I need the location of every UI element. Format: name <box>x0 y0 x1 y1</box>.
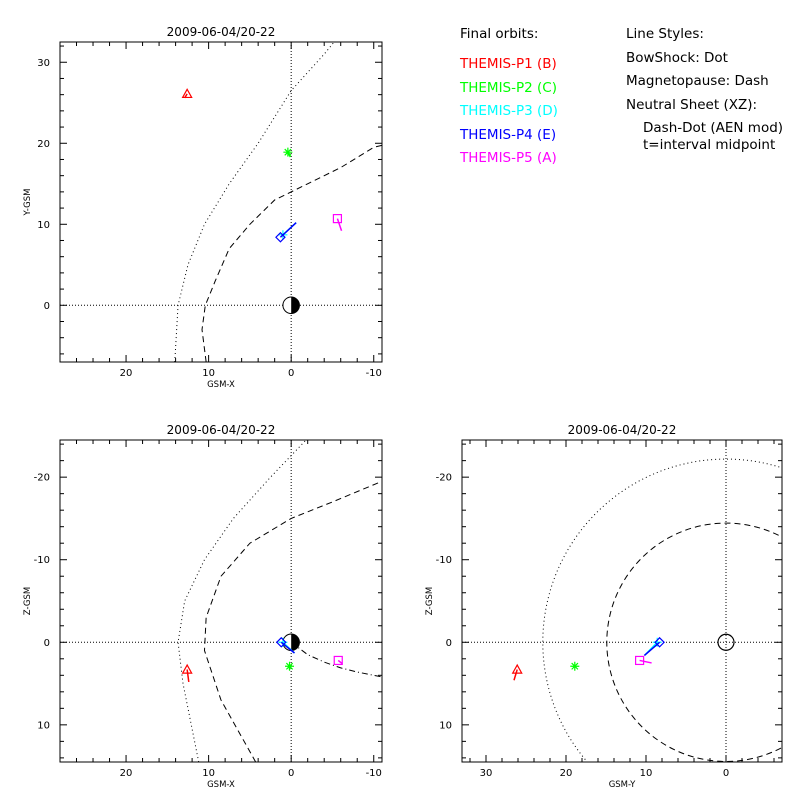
magnetopause-curve <box>606 522 782 762</box>
plot-area <box>60 440 382 762</box>
y-tick-label: 10 <box>439 720 452 731</box>
y-axis-label: Z-GSM <box>425 587 435 615</box>
y-tick-label: 10 <box>37 220 50 231</box>
y-tick-label: -10 <box>34 555 50 566</box>
plot-title: 2009-06-04/20-22 <box>167 25 276 39</box>
bowshock-curve <box>542 458 782 762</box>
probe-marker-p5 <box>634 655 645 666</box>
x-tick-label: 10 <box>202 768 215 779</box>
x-axis-label: GSM-X <box>207 380 235 390</box>
x-axis-label: GSM-X <box>207 780 235 790</box>
bowshock-curve <box>174 42 335 362</box>
plot-area <box>60 42 382 362</box>
legend-probe-p3: THEMIS-P3 (D) <box>460 103 558 119</box>
probe-marker-p2 <box>283 147 293 157</box>
plot-panel-3: 30 20 10 0 10 0 -10 -20 2009-06-04/20-22 GSM-Y Z-G… <box>425 423 783 790</box>
plot-area <box>462 440 782 762</box>
x-tick-label: 20 <box>560 768 573 779</box>
y-tick-label: 0 <box>44 638 50 649</box>
midpoint-note: t=interval midpoint <box>643 136 776 153</box>
neutral-sheet-model-label: Dash-Dot (AEN mod) <box>643 120 784 136</box>
probe-marker-p2 <box>285 661 295 671</box>
x-tick-label: 20 <box>120 768 133 779</box>
plot-frame <box>59 439 383 763</box>
plot-title: 2009-06-04/20-22 <box>568 423 677 437</box>
x-axis-label: GSM-Y <box>609 780 636 790</box>
probe-track-p5 <box>639 659 652 664</box>
legend-probe-p2: THEMIS-P2 (C) <box>460 79 557 96</box>
plot-panel-2: 20 10 0 -10 10 0 -10 -20 2009-06-04/20-22 GSM-X Z-… <box>23 423 383 790</box>
magnetopause-curve <box>203 480 382 762</box>
plot-panel-1: 20 10 0 -10 0 10 20 30 2009-06-04/20-22 GSM-X Y-GS… <box>23 25 383 390</box>
y-tick-label: -20 <box>34 473 50 484</box>
y-tick-label: 10 <box>37 720 50 731</box>
magnetopause-curve <box>201 144 382 362</box>
y-tick-label: 20 <box>37 139 50 150</box>
x-tick-label: 10 <box>202 368 215 379</box>
probe-marker-p5 <box>332 214 343 224</box>
plot-title: 2009-06-04/20-22 <box>167 423 276 437</box>
y-tick-label: -10 <box>436 555 452 566</box>
x-tick-label: -10 <box>366 368 382 379</box>
x-tick-label: 0 <box>288 368 294 379</box>
y-axis-label: Z-GSM <box>23 587 33 615</box>
probe-marker-p1 <box>181 663 193 674</box>
plot-frame <box>461 439 783 763</box>
x-tick-label: 0 <box>723 768 729 779</box>
y-tick-label: 30 <box>37 58 50 69</box>
probe-marker-p5 <box>333 655 343 666</box>
y-tick-label: -20 <box>436 473 452 484</box>
probe-marker-p4 <box>275 231 286 243</box>
neutral-sheet-style-label: Neutral Sheet (XZ): <box>626 96 758 113</box>
orbits-legend-title: Final orbits: <box>460 26 539 42</box>
probe-marker-p1 <box>511 663 523 674</box>
x-tick-label: 10 <box>640 768 653 779</box>
probe-marker-p1 <box>181 88 193 99</box>
bowshock-curve <box>177 440 307 762</box>
earth-symbol <box>717 633 735 651</box>
legend-probe-p4: THEMIS-P4 (E) <box>460 126 557 143</box>
legend-probe-p5: THEMIS-P5 (A) <box>460 150 557 166</box>
probe-track-p5 <box>336 218 343 232</box>
y-tick-label: 0 <box>446 638 452 649</box>
line-styles-legend: Line Styles: BowShock: Dot Magnetopause:… <box>626 26 783 153</box>
earth-night-side <box>291 297 300 314</box>
probe-marker-p2 <box>570 661 580 671</box>
x-tick-label: 0 <box>288 768 294 779</box>
probe-marker-p4 <box>654 636 665 648</box>
x-tick-label: 30 <box>480 768 493 779</box>
x-tick-label: -10 <box>366 768 382 779</box>
bowshock-style-label: BowShock: Dot <box>626 49 728 66</box>
probe-marker-p4 <box>275 636 287 648</box>
probe-track-p1 <box>186 669 190 683</box>
magnetopause-style-label: Magnetopause: Dash <box>626 73 769 89</box>
y-axis-label: Y-GSM <box>23 189 33 217</box>
probe-track-p1 <box>513 669 518 681</box>
plot-frame <box>59 41 383 363</box>
legend-probe-p1: THEMIS-P1 (B) <box>460 56 557 72</box>
neutral_sheet-curve <box>290 641 382 678</box>
x-tick-label: 20 <box>120 368 133 379</box>
orbits-legend: Final orbits: THEMIS-P1 (B) THEMIS-P2 (C… <box>460 26 558 174</box>
line-styles-title: Line Styles: <box>626 26 704 42</box>
y-tick-label: 0 <box>44 301 50 312</box>
earth-night-side <box>291 634 300 651</box>
